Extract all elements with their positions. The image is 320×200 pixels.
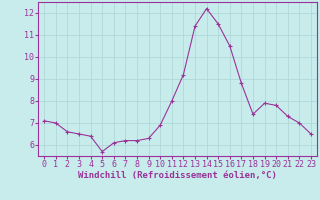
X-axis label: Windchill (Refroidissement éolien,°C): Windchill (Refroidissement éolien,°C) <box>78 171 277 180</box>
